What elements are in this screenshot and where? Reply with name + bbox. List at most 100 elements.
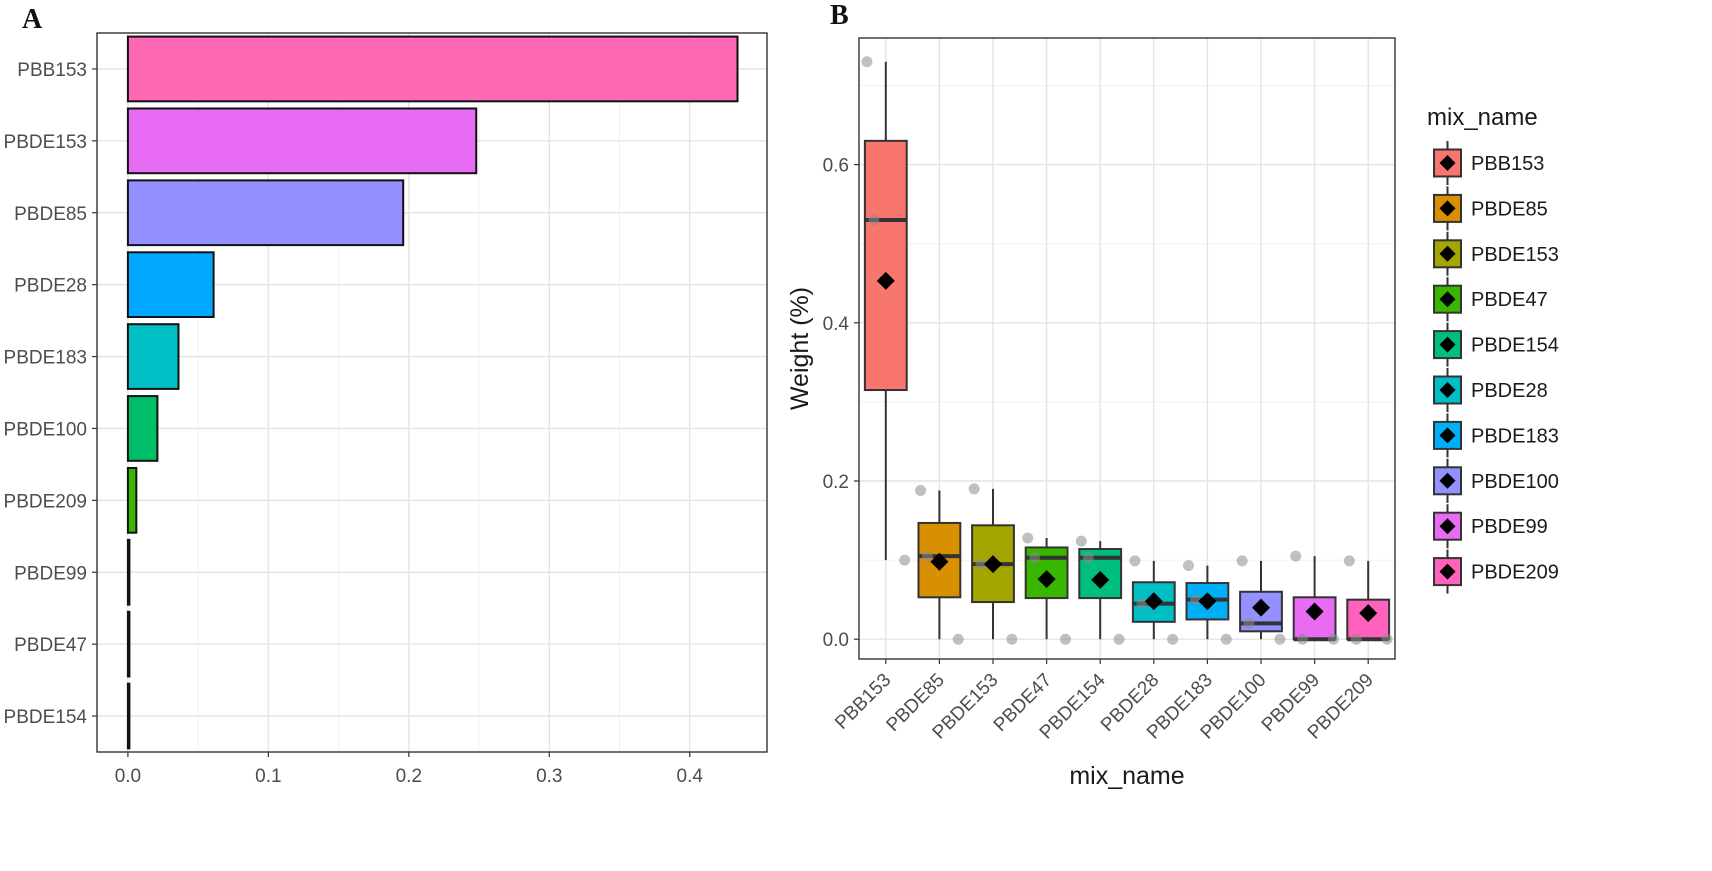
data-point-pbb153	[868, 214, 880, 226]
data-point-pbde85	[952, 633, 964, 645]
data-point-pbde47	[1059, 633, 1071, 645]
bar-pbb153	[126, 35, 739, 103]
legend-key-mean-pbde100	[1439, 472, 1456, 489]
data-point-pbde85	[921, 550, 933, 562]
panel-a: PBB153 PBDE153 PBDE85 PBDE28 PBDE183 PBDE100 P…	[4, 32, 768, 787]
data-point-pbde28	[1167, 633, 1179, 645]
data-point-pbde154	[1113, 633, 1125, 645]
data-point-pbde99	[1327, 633, 1339, 645]
data-point-pbde100	[1274, 633, 1286, 645]
data-point-pbde99	[1290, 550, 1302, 562]
panel-a-y-tick-label: PBDE183	[4, 348, 87, 369]
panel-b-y-tick-label: 0.4	[823, 314, 850, 335]
data-point-pbde154	[1075, 535, 1087, 547]
legend-label-pbde153: PBDE153	[1471, 244, 1559, 266]
panel-a-y-tick-label: PBB153	[17, 60, 87, 81]
legend-key-mean-pbde183	[1439, 427, 1456, 444]
bar-pbde209	[126, 466, 138, 534]
mean-pbde99	[1305, 602, 1324, 621]
data-point-pbde183	[1183, 560, 1195, 572]
legend-key-mean-pbb153	[1439, 155, 1456, 171]
legend-key-mean-pbde99	[1439, 518, 1456, 535]
data-point-pbde153	[968, 483, 980, 495]
bar-pbde99	[126, 538, 131, 606]
legend-label-pbde99: PBDE99	[1471, 516, 1548, 538]
panel-b-y-tick-label: 0.6	[823, 156, 849, 177]
mean-pbde100	[1252, 598, 1270, 617]
panel-a-y-tick-label: PBDE28	[14, 276, 87, 297]
data-point-pbde183	[1189, 594, 1201, 606]
bar-pbde154	[126, 682, 131, 750]
data-point-pbde100	[1243, 617, 1255, 629]
legend-label-pbde183: PBDE183	[1471, 425, 1559, 447]
panel-a-x-tick-label: 0.3	[536, 766, 562, 787]
box-pbb153	[863, 139, 908, 392]
data-point-pbde47	[1029, 552, 1041, 564]
legend: mix_name PBB153 PBDE85 PBDE153 PBDE47 PBDE154…	[1427, 104, 1559, 594]
legend-label-pbde154: PBDE154	[1471, 335, 1559, 357]
panel-a-y-tick-label: PBDE100	[4, 419, 87, 440]
bar-pbde100	[126, 395, 159, 462]
legend-label-pbb153: PBB153	[1471, 153, 1544, 175]
data-point-pbde209	[1381, 633, 1393, 645]
data-point-pbde154	[1082, 552, 1094, 564]
panel-b-y-axis-title: Weight (%)	[786, 287, 814, 410]
legend-label-pbde209: PBDE209	[1471, 562, 1559, 584]
legend-label-pbde100: PBDE100	[1471, 471, 1559, 493]
legend-key-mean-pbde154	[1439, 336, 1456, 353]
bar-pbde28	[126, 251, 215, 319]
legend-key-mean-pbde47	[1439, 291, 1456, 308]
data-point-pbde28	[1136, 598, 1148, 610]
bar-pbde47	[126, 610, 131, 678]
panel-b-y-tick-label: 0.0	[823, 630, 849, 651]
panel-b-y-tick-label: 0.2	[823, 472, 849, 493]
panel-a-x-tick-label: 0.0	[115, 766, 141, 787]
data-point-pbde47	[1022, 532, 1034, 544]
panel-b-x-axis-title: mix_name	[1069, 762, 1184, 790]
panel-a-x-tick-label: 0.1	[255, 766, 281, 787]
legend-key-mean-pbde209	[1439, 563, 1456, 580]
panel-a-y-tick-label: PBDE209	[4, 491, 87, 512]
panel-a-y-tick-label: PBDE153	[4, 132, 87, 153]
data-point-pbde99	[1297, 633, 1309, 645]
mean-pbde209	[1359, 604, 1378, 623]
mean-pbde154	[1091, 570, 1110, 589]
mean-pbb153	[876, 271, 895, 290]
panel-b-border	[858, 37, 1396, 660]
data-point-pbde153	[1006, 633, 1018, 645]
data-point-pbde153	[975, 558, 987, 570]
bar-pbde183	[126, 323, 180, 390]
data-point-pbb153	[899, 554, 911, 566]
legend-label-pbde47: PBDE47	[1471, 289, 1548, 311]
legend-key-mean-pbde85	[1439, 200, 1456, 217]
panel-a-x-tick-label: 0.4	[677, 766, 704, 787]
data-point-pbde28	[1129, 555, 1141, 567]
data-point-pbb153	[861, 56, 873, 68]
panel-a-y-tick-label: PBDE85	[14, 204, 87, 225]
data-point-pbde183	[1220, 633, 1232, 645]
panel-a-label: A	[22, 4, 43, 35]
bar-pbde85	[126, 179, 405, 247]
data-point-pbde100	[1236, 555, 1248, 567]
panel-a-y-tick-label: PBDE154	[4, 707, 88, 728]
legend-key-mean-pbde153	[1439, 245, 1456, 262]
panel-a-border	[96, 32, 768, 753]
data-point-pbde85	[915, 484, 927, 496]
panel-a-x-tick-label: 0.2	[396, 766, 422, 787]
mean-pbde153	[984, 555, 1002, 574]
legend-title: mix_name	[1427, 104, 1538, 131]
panel-a-y-tick-label: PBDE47	[14, 635, 87, 656]
mean-pbde47	[1037, 570, 1056, 589]
bar-pbde153	[126, 107, 478, 175]
mean-pbde85	[930, 552, 949, 571]
mean-pbde28	[1144, 592, 1163, 611]
panel-a-y-tick-label: PBDE99	[14, 563, 87, 584]
data-point-pbde209	[1350, 633, 1362, 645]
data-point-pbde209	[1343, 555, 1355, 567]
legend-key-mean-pbde28	[1439, 382, 1456, 398]
panel-b: 0.00.20.40.6PBB153PBDE85PBDE153PBDE47PBD…	[786, 37, 1396, 790]
legend-label-pbde85: PBDE85	[1471, 198, 1548, 220]
panel-b-label: B	[830, 0, 849, 31]
